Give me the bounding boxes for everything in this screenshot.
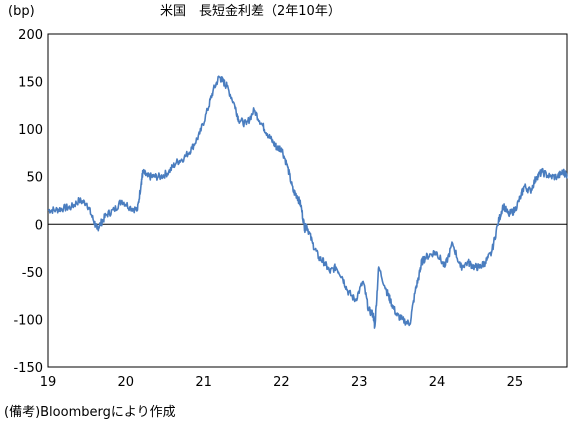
x-tick-label: 23 — [351, 375, 368, 390]
y-tick-label: 200 — [18, 28, 43, 43]
x-tick-label: 20 — [118, 375, 135, 390]
y-tick-label: 0 — [35, 218, 43, 233]
x-tick-label: 19 — [40, 375, 57, 390]
x-tick-label: 24 — [429, 375, 446, 390]
y-tick-label: 150 — [18, 76, 43, 91]
y-axis: 200 150 100 50 0 -50 -100 -150 — [13, 28, 43, 376]
unit-label: (bp) — [8, 4, 35, 19]
series-line — [47, 75, 568, 329]
y-tick-label: -150 — [13, 361, 43, 376]
y-tick-label: 100 — [18, 123, 43, 138]
y-tick-label: -100 — [13, 313, 43, 328]
y-tick-label: 50 — [26, 171, 43, 186]
plot-area — [47, 33, 568, 368]
y-tick-label: -50 — [22, 266, 43, 281]
chart-title: 米国 長短金利差（2年10年） — [160, 3, 341, 19]
source-note: (備考)Bloombergにより作成 — [4, 405, 176, 420]
x-tick-label: 21 — [195, 375, 212, 390]
x-axis: 19 20 21 22 23 24 25 — [40, 375, 523, 390]
x-tick-label: 22 — [273, 375, 290, 390]
x-tick-label: 25 — [507, 375, 524, 390]
